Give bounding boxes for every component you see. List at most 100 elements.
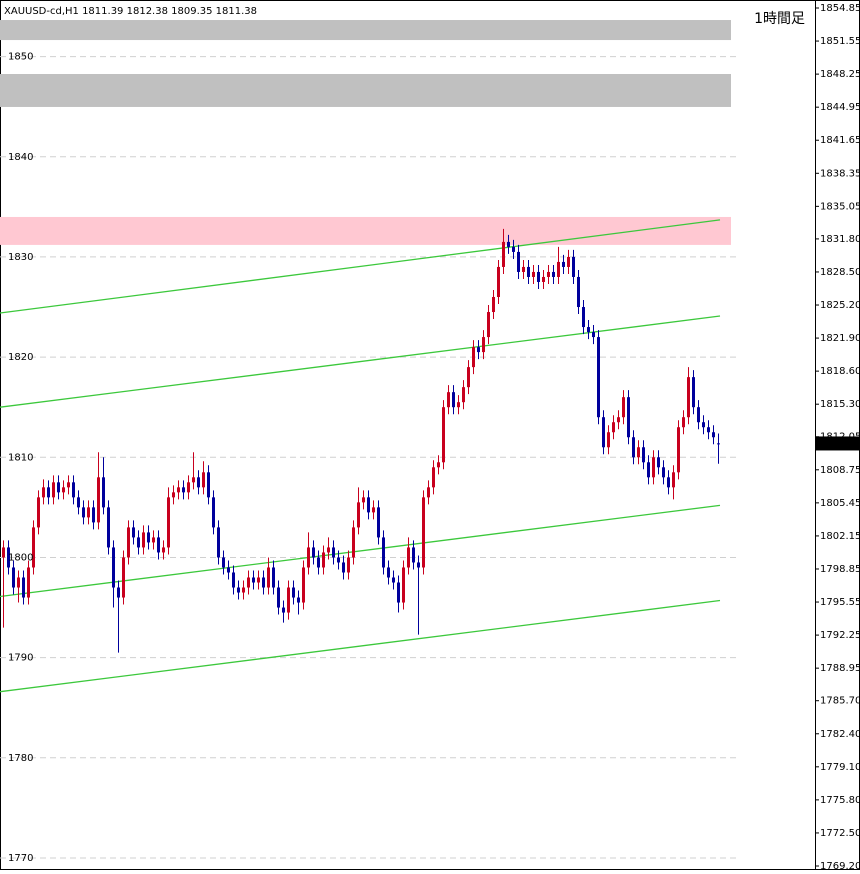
price-zone [0, 74, 731, 107]
candle-body [592, 332, 595, 338]
candle-body [272, 567, 275, 588]
candle-body [312, 547, 315, 558]
candle-body [67, 482, 70, 488]
candle-body [422, 497, 425, 568]
candle-body [227, 567, 230, 573]
candle-body [192, 477, 195, 483]
y-tick-label: 1830 [8, 252, 33, 263]
candle-body [682, 417, 685, 428]
candle-body [402, 567, 405, 603]
candle-body [87, 507, 90, 518]
candle-body [77, 497, 80, 508]
candle-body [282, 607, 285, 613]
y2-tick-label: 1795.55 [820, 597, 860, 608]
candle-body [697, 407, 700, 423]
candle-body [577, 276, 580, 308]
candle-body [597, 337, 600, 418]
candle-body [522, 266, 525, 272]
y-tick-label: 1840 [8, 152, 33, 163]
y-tick-label: 1800 [8, 552, 33, 563]
candle-body [462, 387, 465, 403]
candle-body [277, 587, 280, 608]
candle-body [97, 477, 100, 523]
trendlines [0, 219, 721, 693]
y2-tick-label: 1841.65 [820, 135, 860, 146]
candle-body [502, 241, 505, 267]
candle-body [517, 251, 520, 272]
y2-tick-label: 1785.70 [820, 696, 860, 707]
candle-body [707, 427, 710, 433]
candle-body [287, 587, 290, 613]
candle-body [322, 552, 325, 568]
y2-tick-label: 1775.80 [820, 795, 860, 806]
trendline [0, 315, 721, 408]
candle-body [32, 527, 35, 568]
candle-body [107, 507, 110, 548]
y2-tick-label: 1828.50 [820, 267, 860, 278]
candle-body [527, 266, 530, 277]
y2-tick-label: 1818.60 [820, 366, 860, 377]
candle-body [582, 307, 585, 328]
y2-tick-label: 1805.45 [820, 498, 860, 509]
candle-body [677, 427, 680, 473]
candle-body [177, 487, 180, 493]
candle-body [512, 246, 515, 252]
y2-tick-label: 1788.95 [820, 663, 860, 674]
y2-tick-label: 1848.25 [820, 69, 860, 80]
candle-body [182, 487, 185, 493]
y2-tick-label: 1792.25 [820, 630, 860, 641]
zones [0, 20, 731, 245]
candle-body [82, 507, 85, 518]
y-tick-label: 1790 [8, 653, 33, 664]
candle-body [102, 477, 105, 508]
candle-body [342, 562, 345, 573]
candle-body [42, 487, 45, 498]
candle-body [667, 477, 670, 488]
candle-body [232, 572, 235, 588]
candle-body [547, 271, 550, 277]
candle-body [212, 497, 215, 528]
candle-body [507, 241, 510, 247]
last-price-label: 1811.38 [819, 438, 860, 449]
candle-body [92, 507, 95, 523]
candle-body [47, 487, 50, 498]
candle-body [262, 577, 265, 588]
candle-body [157, 537, 160, 553]
candle-body [687, 377, 690, 418]
candle-body [22, 577, 25, 598]
candle-body [37, 497, 40, 528]
candle-body [202, 472, 205, 488]
candle-body [12, 567, 15, 588]
candle-body [187, 482, 190, 493]
y2-tick-label: 1769.20 [820, 861, 860, 870]
candle-body [122, 557, 125, 598]
candle-body [552, 271, 555, 277]
candle-body [237, 587, 240, 593]
candle-body [492, 297, 495, 313]
last-price-box [816, 436, 859, 451]
trendline [0, 219, 721, 314]
candle-body [392, 577, 395, 583]
y2-tick-label: 1821.90 [820, 333, 860, 344]
y2-tick-label: 1815.30 [820, 399, 860, 410]
candle-body [397, 582, 400, 603]
y2-tick-label: 1825.20 [820, 300, 860, 311]
candle-body [302, 567, 305, 603]
candle-body [162, 547, 165, 553]
candle-body [167, 497, 170, 548]
y-tick-label: 1850 [8, 52, 33, 63]
trendline [0, 504, 721, 598]
y2-tick-label: 1772.50 [820, 828, 860, 839]
y2-tick-label: 1854.85 [820, 3, 860, 14]
y-tick-label: 1770 [8, 853, 33, 864]
price-zone [0, 216, 731, 245]
y2-tick-label: 1844.95 [820, 102, 860, 113]
candle-body [197, 477, 200, 488]
candle-body [447, 392, 450, 408]
candle-body [297, 597, 300, 603]
candle-body [7, 547, 10, 568]
candle-body [112, 547, 115, 588]
candle-body [337, 557, 340, 563]
candle-body [602, 417, 605, 448]
